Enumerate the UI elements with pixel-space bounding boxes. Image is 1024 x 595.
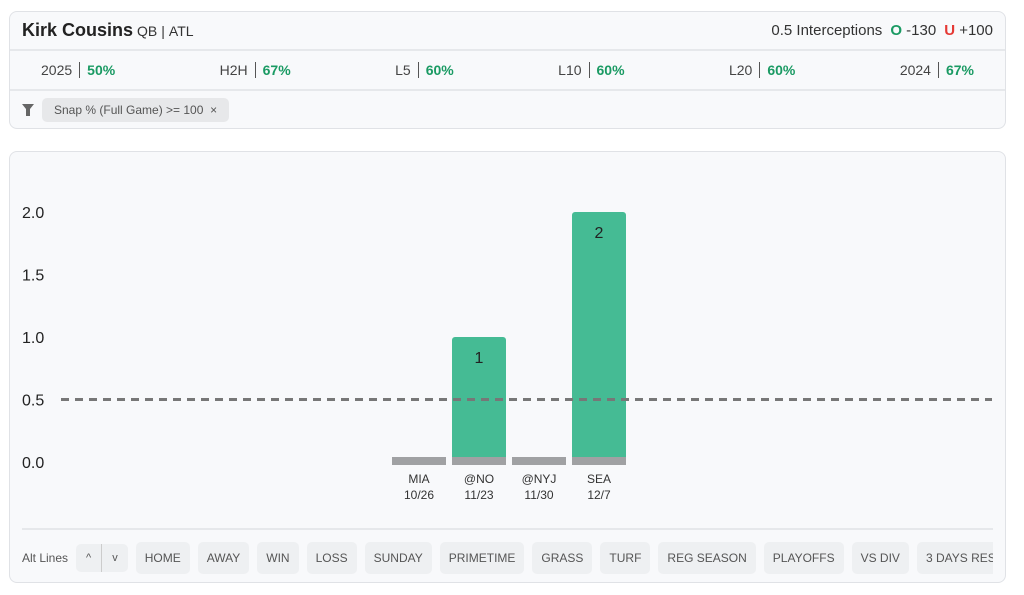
under-odds: +100: [959, 22, 993, 39]
bar-base: [572, 457, 626, 465]
y-tick-label: 0.0: [22, 455, 44, 472]
bar-base: [452, 457, 506, 465]
chart-card: 0.0 0.5 1.0 1.5 2.0 MIA 10/26 1 @NO 11/23 @NYJ 11/3…: [9, 151, 1006, 583]
over-button[interactable]: O -130: [890, 22, 936, 39]
stat-2024[interactable]: 2024 67%: [900, 62, 974, 78]
y-tick-label: 0.5: [22, 393, 44, 410]
close-icon[interactable]: ×: [210, 102, 218, 117]
stat-value: 60%: [596, 62, 625, 78]
stat-value: 67%: [262, 62, 291, 78]
stat-value: 60%: [767, 62, 796, 78]
filter-playoffs-button[interactable]: PLAYOFFS: [763, 542, 844, 574]
x-tick-date: 12/7: [587, 488, 611, 502]
separator: |: [161, 22, 165, 39]
filter-icon[interactable]: [22, 103, 34, 117]
alt-lines-stepper: ^ v: [76, 544, 128, 572]
player-team: ATL: [168, 22, 194, 39]
x-tick-opponent: @NO: [464, 472, 494, 486]
under-tag: U: [944, 22, 956, 39]
filter-vs-div-button[interactable]: VS DIV: [851, 542, 909, 574]
stat-label: L10: [558, 62, 590, 78]
stat-value: 60%: [425, 62, 454, 78]
stat-label: 2025: [41, 62, 81, 78]
x-tick-opponent: @NYJ: [522, 472, 557, 486]
y-tick-label: 2.0: [22, 205, 44, 222]
player-name: Kirk Cousins: [22, 20, 134, 40]
x-tick-date: 11/23: [464, 488, 493, 502]
stat-label: H2H: [220, 62, 256, 78]
filter-chip[interactable]: Snap % (Full Game) >= 100 ×: [42, 97, 230, 122]
bar-@NO[interactable]: [452, 337, 506, 462]
over-odds: -130: [906, 22, 937, 39]
filter-away-button[interactable]: AWAY: [197, 542, 250, 574]
bar-base: [512, 457, 566, 465]
bar-chart: 0.0 0.5 1.0 1.5 2.0 MIA 10/26 1 @NO 11/23 @NYJ 11/3…: [22, 205, 992, 502]
x-tick-date: 11/30: [524, 488, 553, 502]
x-tick-opponent: MIA: [408, 472, 429, 486]
filter-sunday-button[interactable]: SUNDAY: [364, 542, 432, 574]
filter-primetime-button[interactable]: PRIMETIME: [439, 542, 525, 574]
chevron-down-icon[interactable]: v: [112, 552, 118, 564]
bar-base: [392, 457, 446, 465]
player-position: QB: [137, 22, 158, 39]
data-label: 2: [595, 225, 604, 242]
stat-l10[interactable]: L10 60%: [558, 62, 625, 78]
filter-reg-season-button[interactable]: REG SEASON: [658, 542, 756, 574]
market-label: 0.5 Interceptions: [771, 22, 883, 39]
stat-label: L5: [395, 62, 419, 78]
filter-grass-button[interactable]: GRASS: [532, 542, 593, 574]
stat-value: 67%: [945, 62, 974, 78]
filter-3-days-rest-button[interactable]: 3 DAYS REST: [916, 542, 993, 574]
stat-l5[interactable]: L5 60%: [395, 62, 454, 78]
x-tick-opponent: SEA: [587, 472, 611, 486]
stat-value: 50%: [87, 62, 116, 78]
filter-loss-button[interactable]: LOSS: [306, 542, 357, 574]
stat-label: L20: [729, 62, 761, 78]
alt-lines-label: Alt Lines: [22, 551, 69, 565]
player-card: Kirk Cousins QB | ATL 0.5 Interceptions …: [9, 11, 1006, 129]
filter-chip-label: Snap % (Full Game) >= 100: [54, 102, 204, 117]
data-label: 1: [475, 350, 484, 367]
x-tick-date: 10/26: [404, 488, 434, 502]
stat-label: 2024: [900, 62, 939, 78]
bar-SEA[interactable]: [572, 212, 626, 462]
stat-l20[interactable]: L20 60%: [729, 62, 795, 78]
chevron-up-icon[interactable]: ^: [76, 544, 103, 572]
under-button[interactable]: U +100: [944, 22, 993, 39]
filter-home-button[interactable]: HOME: [135, 542, 190, 574]
stat-2025[interactable]: 2025 50%: [41, 62, 115, 78]
filter-win-button[interactable]: WIN: [257, 542, 299, 574]
over-tag: O: [890, 22, 902, 39]
filter-turf-button[interactable]: TURF: [600, 542, 651, 574]
y-tick-label: 1.5: [22, 268, 44, 285]
y-tick-label: 1.0: [22, 330, 44, 347]
stat-h2h[interactable]: H2H 67%: [220, 62, 291, 78]
